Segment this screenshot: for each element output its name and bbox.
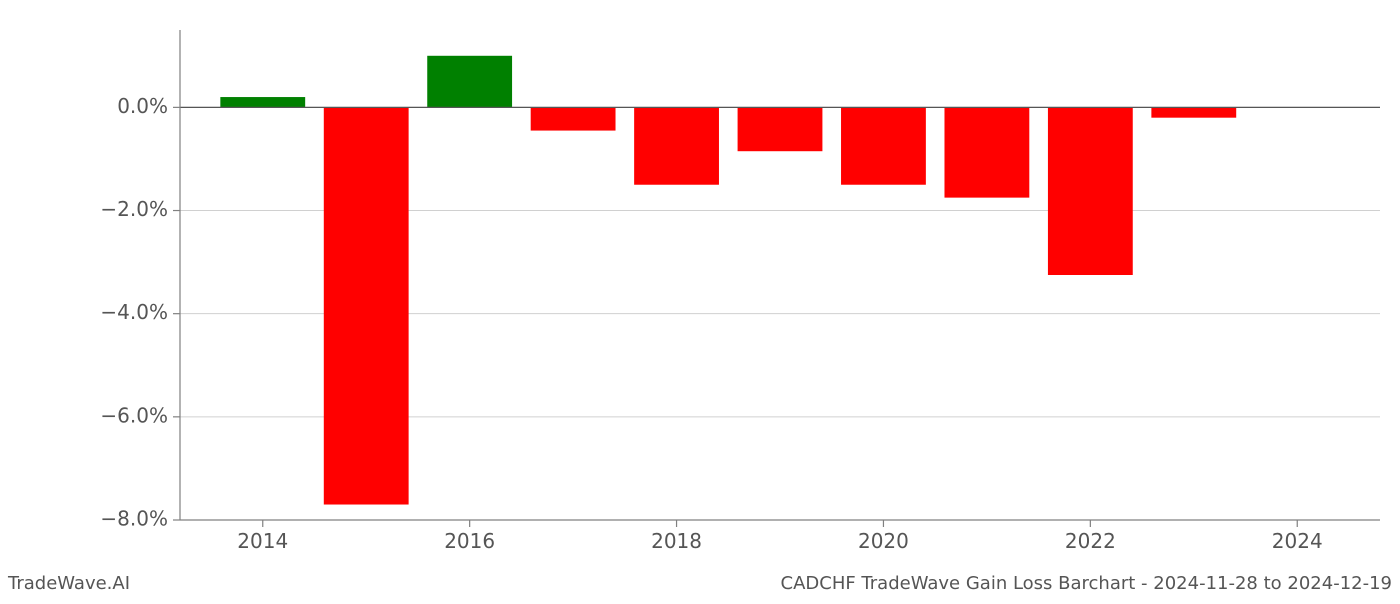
x-tick-label: 2024 <box>1272 529 1323 553</box>
chart-svg: −8.0% −6.0% −4.0% −2.0% 0.0% 2014 2016 2018 2020… <box>0 0 1400 600</box>
y-tick-label: −8.0% <box>100 507 168 531</box>
x-tick-label: 2014 <box>237 529 288 553</box>
footer-brand: TradeWave.AI <box>8 573 130 594</box>
x-tick-label: 2022 <box>1065 529 1116 553</box>
bar <box>634 107 719 184</box>
footer-caption: CADCHF TradeWave Gain Loss Barchart - 20… <box>781 573 1392 594</box>
x-tick-label: 2018 <box>651 529 702 553</box>
y-tick-label: 0.0% <box>117 94 168 118</box>
bar <box>841 107 926 184</box>
x-tick-label: 2020 <box>858 529 909 553</box>
bar <box>1048 107 1133 275</box>
y-tick-label: −6.0% <box>100 403 168 427</box>
bar <box>324 107 409 504</box>
bar <box>738 107 823 151</box>
gain-loss-barchart: −8.0% −6.0% −4.0% −2.0% 0.0% 2014 2016 2018 2020… <box>0 0 1400 600</box>
x-tick-label: 2016 <box>444 529 495 553</box>
bar <box>427 56 512 108</box>
bar <box>531 107 616 130</box>
bar <box>1151 107 1236 117</box>
bar <box>944 107 1029 197</box>
y-tick-label: −2.0% <box>100 197 168 221</box>
y-tick-label: −4.0% <box>100 300 168 324</box>
bar <box>220 97 305 107</box>
